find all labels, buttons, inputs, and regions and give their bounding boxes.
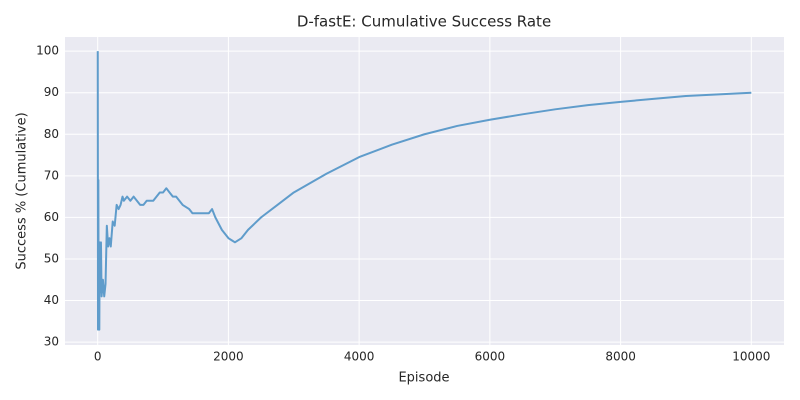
x-tick-label: 10000 — [732, 350, 770, 364]
x-tick-label: 4000 — [344, 350, 375, 364]
x-tick-label: 8000 — [605, 350, 636, 364]
line — [96, 51, 752, 331]
y-tick-label: 100 — [36, 44, 59, 58]
y-tick-label: 50 — [44, 251, 59, 265]
x-tick-label: 0 — [94, 350, 102, 364]
y-tick-label: 70 — [44, 168, 59, 182]
chart-title: D-fastE: Cumulative Success Rate — [297, 13, 551, 31]
x-axis-label: Episode — [398, 371, 449, 386]
y-tick-label: 60 — [44, 210, 59, 224]
x-tick-label: 2000 — [213, 350, 244, 364]
plot-area — [65, 37, 784, 345]
y-axis-label: Success % (Cumulative) — [15, 112, 30, 269]
y-tick-label: 40 — [44, 293, 59, 307]
y-tick-label: 90 — [44, 85, 59, 99]
y-tick-label: 80 — [44, 127, 59, 141]
x-tick-label: 6000 — [475, 350, 506, 364]
y-tick-label: 30 — [44, 335, 59, 349]
